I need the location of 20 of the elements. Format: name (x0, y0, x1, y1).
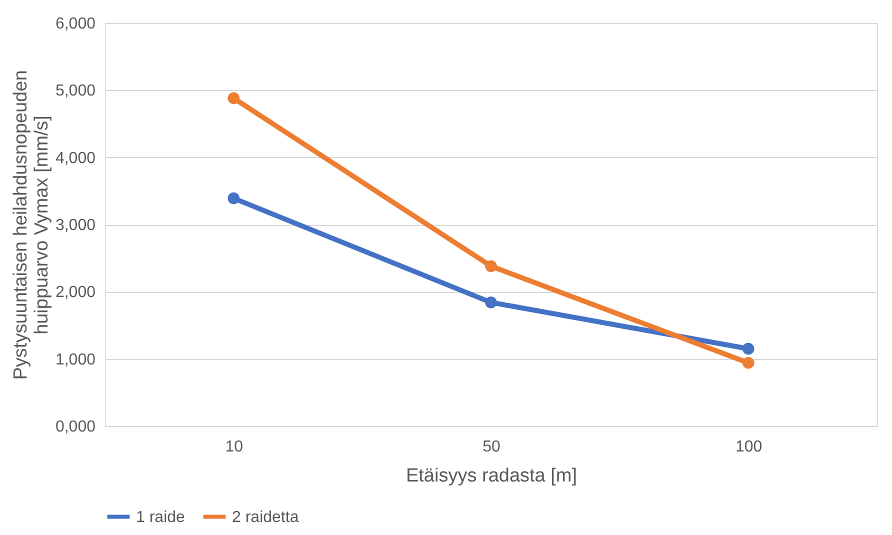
point (485, 296, 497, 308)
y-tick-label: 5,000 (55, 82, 96, 100)
point (228, 92, 240, 104)
y-tick-label: 1,000 (55, 351, 96, 368)
y-tick-label: 0,000 (55, 418, 96, 436)
x-tick-label: 100 (735, 438, 762, 456)
point (485, 260, 497, 272)
x-tick-label: 10 (225, 438, 244, 456)
legend-label: 1 raide (136, 508, 186, 526)
y-tick-label: 2,000 (55, 284, 96, 302)
x-tick-label: 50 (482, 438, 500, 456)
legend-label: 2 raidetta (232, 508, 299, 526)
point (742, 342, 754, 355)
point (742, 356, 754, 369)
y-tick-label: 4,000 (55, 150, 96, 167)
y-tick-label: 6,000 (55, 16, 96, 32)
y-tick-label: 3,000 (55, 217, 96, 234)
y-axis-title: Pystysuuntaisen heilahdusnopeuden huippuarvo Vymax [mm/s] (10, 70, 52, 380)
point (228, 192, 240, 204)
x-axis-title: Etäisyys radasta [m] (406, 466, 578, 486)
